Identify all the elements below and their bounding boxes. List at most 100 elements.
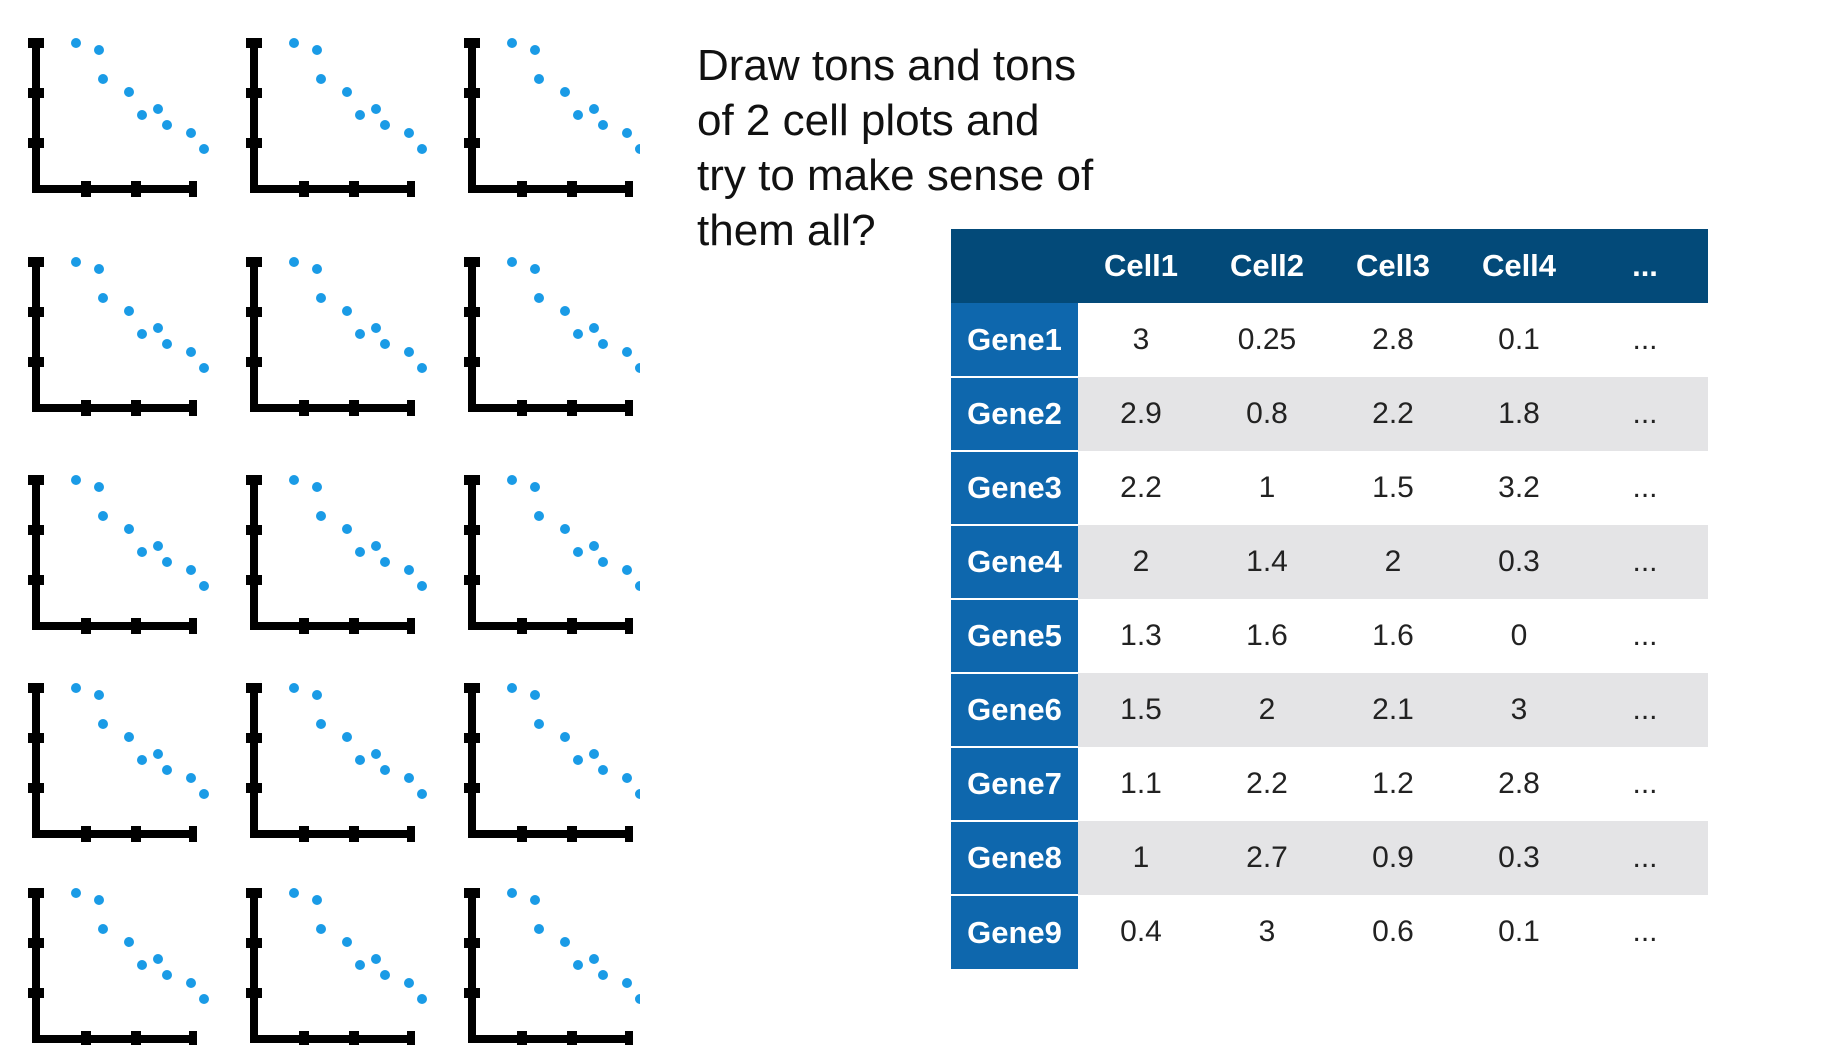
plot-point <box>316 511 326 521</box>
plot-y-tick <box>246 525 262 535</box>
plot-point <box>380 765 390 775</box>
plot-point <box>98 924 108 934</box>
plot-point <box>622 978 632 988</box>
plot-x-tick <box>517 400 527 416</box>
plot-y-tick <box>464 783 480 793</box>
plot-y-tick <box>28 733 44 743</box>
table-cell: 0.25 <box>1204 303 1330 377</box>
table-cell: ... <box>1582 895 1708 969</box>
row-header-gene: Gene3 <box>951 451 1078 526</box>
plot-point <box>71 888 81 898</box>
plot-point <box>371 104 381 114</box>
plot-point <box>530 264 540 274</box>
plot-point <box>404 565 414 575</box>
table-cell: 3 <box>1204 895 1330 969</box>
plot-point <box>162 339 172 349</box>
plot-y-tick <box>464 88 480 98</box>
plot-y-tick <box>246 357 262 367</box>
plot-y-tick <box>28 307 44 317</box>
plot-y-tick <box>28 475 44 485</box>
plot-x-tick <box>299 826 309 842</box>
plot-point <box>530 690 540 700</box>
plot-point <box>124 87 134 97</box>
plot-y-tick <box>28 138 44 148</box>
plot-point <box>507 257 517 267</box>
table-cell: 2 <box>1204 673 1330 747</box>
table-cell: 0.4 <box>1078 895 1204 969</box>
plot-point <box>137 329 147 339</box>
plot-point <box>289 683 299 693</box>
plot-x-tick <box>81 400 91 416</box>
plot-point <box>137 110 147 120</box>
row-header-gene: Gene6 <box>951 673 1078 748</box>
table-corner-cell <box>951 229 1078 303</box>
table-cell: ... <box>1582 303 1708 377</box>
plot-point <box>137 755 147 765</box>
row-header-gene: Gene2 <box>951 377 1078 452</box>
plot-y-tick <box>464 138 480 148</box>
plot-x-tick <box>625 1031 633 1045</box>
plot-point <box>417 581 427 591</box>
plot-y-tick <box>464 257 480 267</box>
plot-y-tick <box>28 575 44 585</box>
table-row: Gene7 1.1 2.2 1.2 2.8... <box>951 747 1708 822</box>
plot-point <box>289 257 299 267</box>
row-header-gene: Gene8 <box>951 821 1078 896</box>
plot-point <box>312 482 322 492</box>
table-cell: ... <box>1582 673 1708 747</box>
table-cell: 2.2 <box>1330 377 1456 451</box>
plot-point <box>342 306 352 316</box>
plot-point <box>635 144 640 154</box>
table-cell: 0.1 <box>1456 303 1582 377</box>
plot-point <box>622 565 632 575</box>
gene-cell-table: Cell1 Cell2 Cell3 Cell4 ... Gene1 3 0.25 2.… <box>951 229 1708 969</box>
plot-point <box>598 765 608 775</box>
table-cell: 2.2 <box>1078 451 1204 525</box>
plot-point <box>622 347 632 357</box>
plot-point <box>417 363 427 373</box>
plot-point <box>507 475 517 485</box>
table-cell: 1 <box>1078 821 1204 895</box>
row-header-gene: Gene4 <box>951 525 1078 600</box>
table-cell: ... <box>1582 451 1708 525</box>
plot-y-tick <box>246 38 262 48</box>
plot-y-tick <box>246 783 262 793</box>
plot-y-tick <box>246 888 262 898</box>
plot-point <box>316 293 326 303</box>
plot-point <box>417 994 427 1004</box>
plot-point <box>371 954 381 964</box>
table-row: Gene4 2 1.4 2 0.3... <box>951 525 1708 600</box>
plot-x-tick <box>131 181 141 197</box>
plot-point <box>589 541 599 551</box>
plot-x-tick <box>407 826 415 842</box>
plot-x-tick <box>567 400 577 416</box>
plot-x-tick <box>81 618 91 634</box>
plot-point <box>355 110 365 120</box>
row-header-gene: Gene9 <box>951 895 1078 969</box>
plot-point <box>635 363 640 373</box>
plot-x-tick <box>567 181 577 197</box>
plot-point <box>355 547 365 557</box>
table-cell: 2 <box>1330 525 1456 599</box>
plot-point <box>199 789 209 799</box>
plot-point <box>635 581 640 591</box>
plot-y-tick <box>464 988 480 998</box>
table-cell: 2 <box>1078 525 1204 599</box>
plot-y-tick <box>246 307 262 317</box>
plot-y-tick <box>28 38 44 48</box>
table-cell: ... <box>1582 599 1708 673</box>
plot-point <box>153 954 163 964</box>
plot-point <box>380 970 390 980</box>
plot-point <box>124 937 134 947</box>
plot-point <box>534 924 544 934</box>
plot-point <box>573 960 583 970</box>
plot-point <box>560 87 570 97</box>
table-cell: 0.3 <box>1456 525 1582 599</box>
table-cell: 2.2 <box>1204 747 1330 821</box>
plot-x-tick <box>349 1031 359 1045</box>
plot-point <box>342 87 352 97</box>
plot-x-tick <box>407 618 415 634</box>
plot-point <box>371 541 381 551</box>
plot-point <box>94 45 104 55</box>
